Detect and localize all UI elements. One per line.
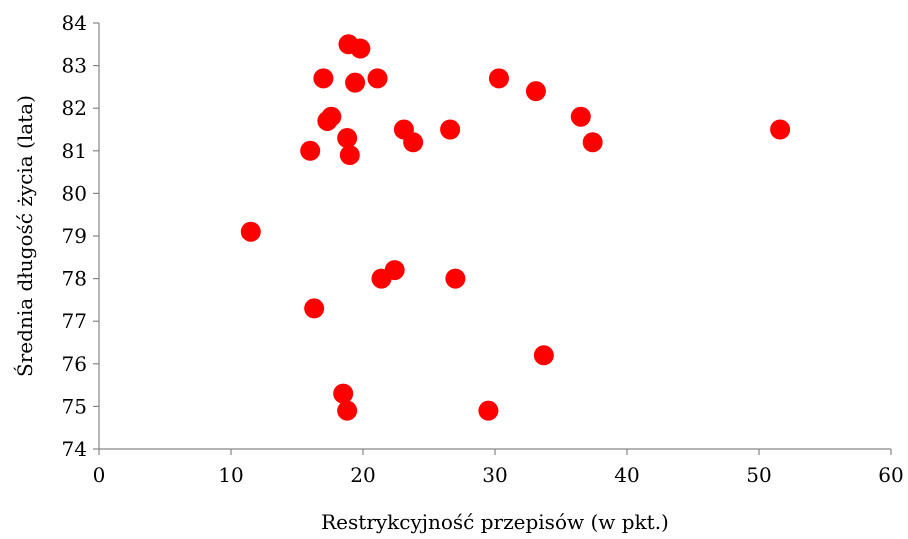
x-axis-title: Restrykcyjność przepisów (w pkt.): [321, 510, 669, 534]
x-tick-label: 10: [218, 463, 243, 487]
x-tick-label: 20: [350, 463, 375, 487]
data-point: [333, 383, 354, 404]
data-point: [570, 106, 591, 127]
data-point: [313, 68, 334, 89]
y-tick-label: 79: [62, 224, 87, 248]
data-point: [345, 72, 366, 93]
data-point: [445, 268, 466, 289]
data-point: [367, 68, 388, 89]
axes: [93, 22, 892, 455]
y-tick-label: 80: [62, 181, 87, 205]
y-tick-label: 77: [62, 309, 87, 333]
y-tick-label: 78: [62, 267, 87, 291]
data-point: [582, 132, 603, 153]
data-point: [478, 400, 499, 421]
data-point: [440, 119, 461, 140]
data-point: [525, 81, 546, 102]
tick-labels: 74 75 76 77 78 79 80 81 82 83 84 0 10 20 30 40 50 60: [62, 11, 904, 487]
x-tick-label: 30: [482, 463, 507, 487]
y-tick-label: 81: [62, 139, 87, 163]
data-point: [339, 145, 360, 166]
x-tick-label: 40: [614, 463, 639, 487]
data-point: [488, 68, 509, 89]
data-point: [533, 345, 554, 366]
data-point: [770, 119, 791, 140]
data-point: [403, 132, 424, 153]
data-point: [300, 140, 321, 161]
data-points: [240, 34, 791, 421]
y-tick-label: 75: [62, 394, 87, 418]
data-point: [240, 221, 261, 242]
x-tick-label: 60: [878, 463, 903, 487]
data-point: [371, 268, 392, 289]
data-point: [337, 400, 358, 421]
data-point: [337, 128, 358, 149]
y-tick-label: 82: [62, 96, 87, 120]
x-tick-label: 0: [93, 463, 106, 487]
y-axis-title: Średnia długość życia (lata): [12, 95, 37, 377]
y-tick-label: 84: [62, 11, 87, 35]
y-tick-label: 76: [62, 352, 87, 376]
data-point: [317, 110, 338, 131]
data-point: [350, 38, 371, 59]
y-tick-label: 83: [62, 54, 87, 78]
y-tick-label: 74: [62, 437, 87, 461]
x-tick-label: 50: [746, 463, 771, 487]
data-point: [304, 298, 325, 319]
